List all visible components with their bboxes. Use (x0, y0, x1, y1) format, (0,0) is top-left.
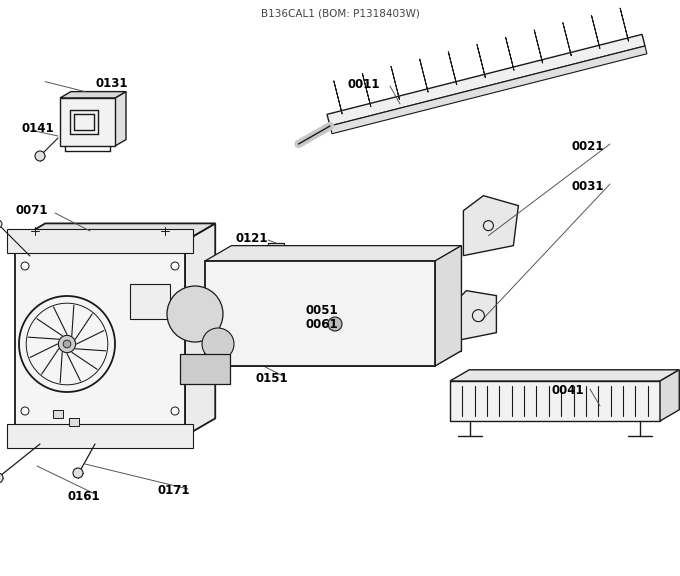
Polygon shape (391, 66, 399, 100)
Circle shape (58, 335, 75, 353)
Circle shape (328, 317, 342, 331)
Circle shape (0, 473, 3, 483)
Polygon shape (463, 196, 518, 256)
Text: 0141: 0141 (22, 122, 54, 135)
Polygon shape (7, 424, 193, 448)
Text: 0071: 0071 (15, 204, 48, 218)
Polygon shape (330, 46, 647, 134)
Text: 0171: 0171 (158, 484, 190, 498)
Polygon shape (435, 245, 462, 366)
Polygon shape (335, 318, 365, 330)
Polygon shape (327, 35, 645, 126)
Circle shape (35, 151, 45, 161)
Circle shape (21, 262, 29, 270)
Polygon shape (60, 92, 126, 98)
Polygon shape (534, 30, 543, 63)
Text: 0041: 0041 (552, 385, 585, 397)
Text: 0051: 0051 (305, 305, 338, 317)
Circle shape (73, 468, 83, 478)
Text: 0021: 0021 (572, 139, 605, 153)
Polygon shape (15, 223, 216, 241)
Polygon shape (205, 245, 462, 261)
Polygon shape (592, 15, 600, 48)
Polygon shape (205, 351, 462, 366)
Text: 0011: 0011 (348, 78, 381, 90)
Text: B136CAL1 (BOM: P1318403W): B136CAL1 (BOM: P1318403W) (260, 8, 420, 18)
Polygon shape (53, 410, 63, 418)
Polygon shape (231, 245, 462, 351)
Circle shape (63, 340, 71, 348)
Polygon shape (60, 98, 115, 146)
Text: 0031: 0031 (572, 180, 605, 192)
Polygon shape (563, 22, 571, 56)
Polygon shape (205, 261, 435, 366)
Polygon shape (130, 284, 170, 319)
Text: 0151: 0151 (255, 372, 288, 385)
Polygon shape (362, 73, 371, 107)
Polygon shape (450, 381, 660, 421)
Polygon shape (7, 229, 193, 253)
Polygon shape (334, 81, 342, 114)
Polygon shape (69, 418, 79, 426)
Polygon shape (477, 44, 486, 78)
Polygon shape (420, 59, 428, 92)
Circle shape (171, 407, 179, 415)
Polygon shape (185, 223, 216, 436)
Text: 0161: 0161 (68, 490, 101, 502)
Polygon shape (456, 291, 496, 340)
Text: 0061: 0061 (305, 317, 338, 331)
Polygon shape (620, 8, 628, 41)
Circle shape (202, 328, 234, 360)
Polygon shape (268, 243, 288, 271)
Polygon shape (180, 354, 230, 384)
Polygon shape (190, 299, 210, 329)
Polygon shape (660, 370, 679, 421)
Circle shape (0, 220, 2, 228)
Text: 0131: 0131 (95, 77, 128, 90)
Polygon shape (505, 37, 514, 70)
Polygon shape (115, 92, 126, 146)
Circle shape (167, 286, 223, 342)
Polygon shape (15, 241, 185, 436)
Text: 0121: 0121 (235, 232, 267, 244)
Polygon shape (450, 370, 679, 381)
Circle shape (21, 407, 29, 415)
Polygon shape (448, 51, 457, 85)
Circle shape (171, 262, 179, 270)
